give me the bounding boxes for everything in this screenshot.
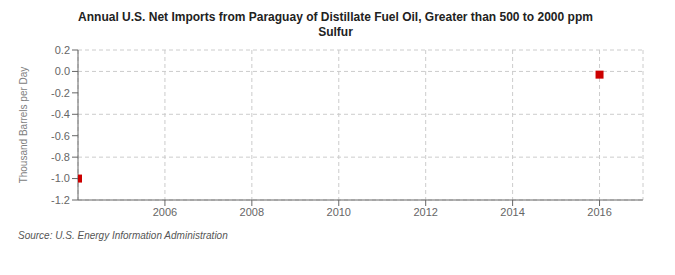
svg-text:2016: 2016 bbox=[587, 206, 611, 218]
svg-text:-1.2: -1.2 bbox=[51, 194, 70, 206]
svg-text:-0.4: -0.4 bbox=[51, 108, 70, 120]
svg-text:-1.0: -1.0 bbox=[51, 172, 70, 184]
html-text:Source: U.S. Energy Informatio: Source: U.S. Energy Information Administ… bbox=[18, 230, 228, 241]
svg-text:2010: 2010 bbox=[327, 206, 351, 218]
svg-text:2014: 2014 bbox=[500, 206, 524, 218]
html-text:Sulfur: Sulfur bbox=[318, 25, 353, 39]
svg-text:-0.8: -0.8 bbox=[51, 151, 70, 163]
svg-text:0.2: 0.2 bbox=[55, 44, 70, 56]
svg-text:0.0: 0.0 bbox=[55, 65, 70, 77]
svg-text:2012: 2012 bbox=[413, 206, 437, 218]
svg-text:2006: 2006 bbox=[153, 206, 177, 218]
svg-text:Thousand Barrels per Day: Thousand Barrels per Day bbox=[18, 67, 29, 184]
html-text:Annual U.S. Net Imports from P: Annual U.S. Net Imports from Paraguay of… bbox=[78, 10, 593, 24]
svg-text:2008: 2008 bbox=[240, 206, 264, 218]
svg-text:-0.6: -0.6 bbox=[51, 130, 70, 142]
svg-text:-0.2: -0.2 bbox=[51, 87, 70, 99]
